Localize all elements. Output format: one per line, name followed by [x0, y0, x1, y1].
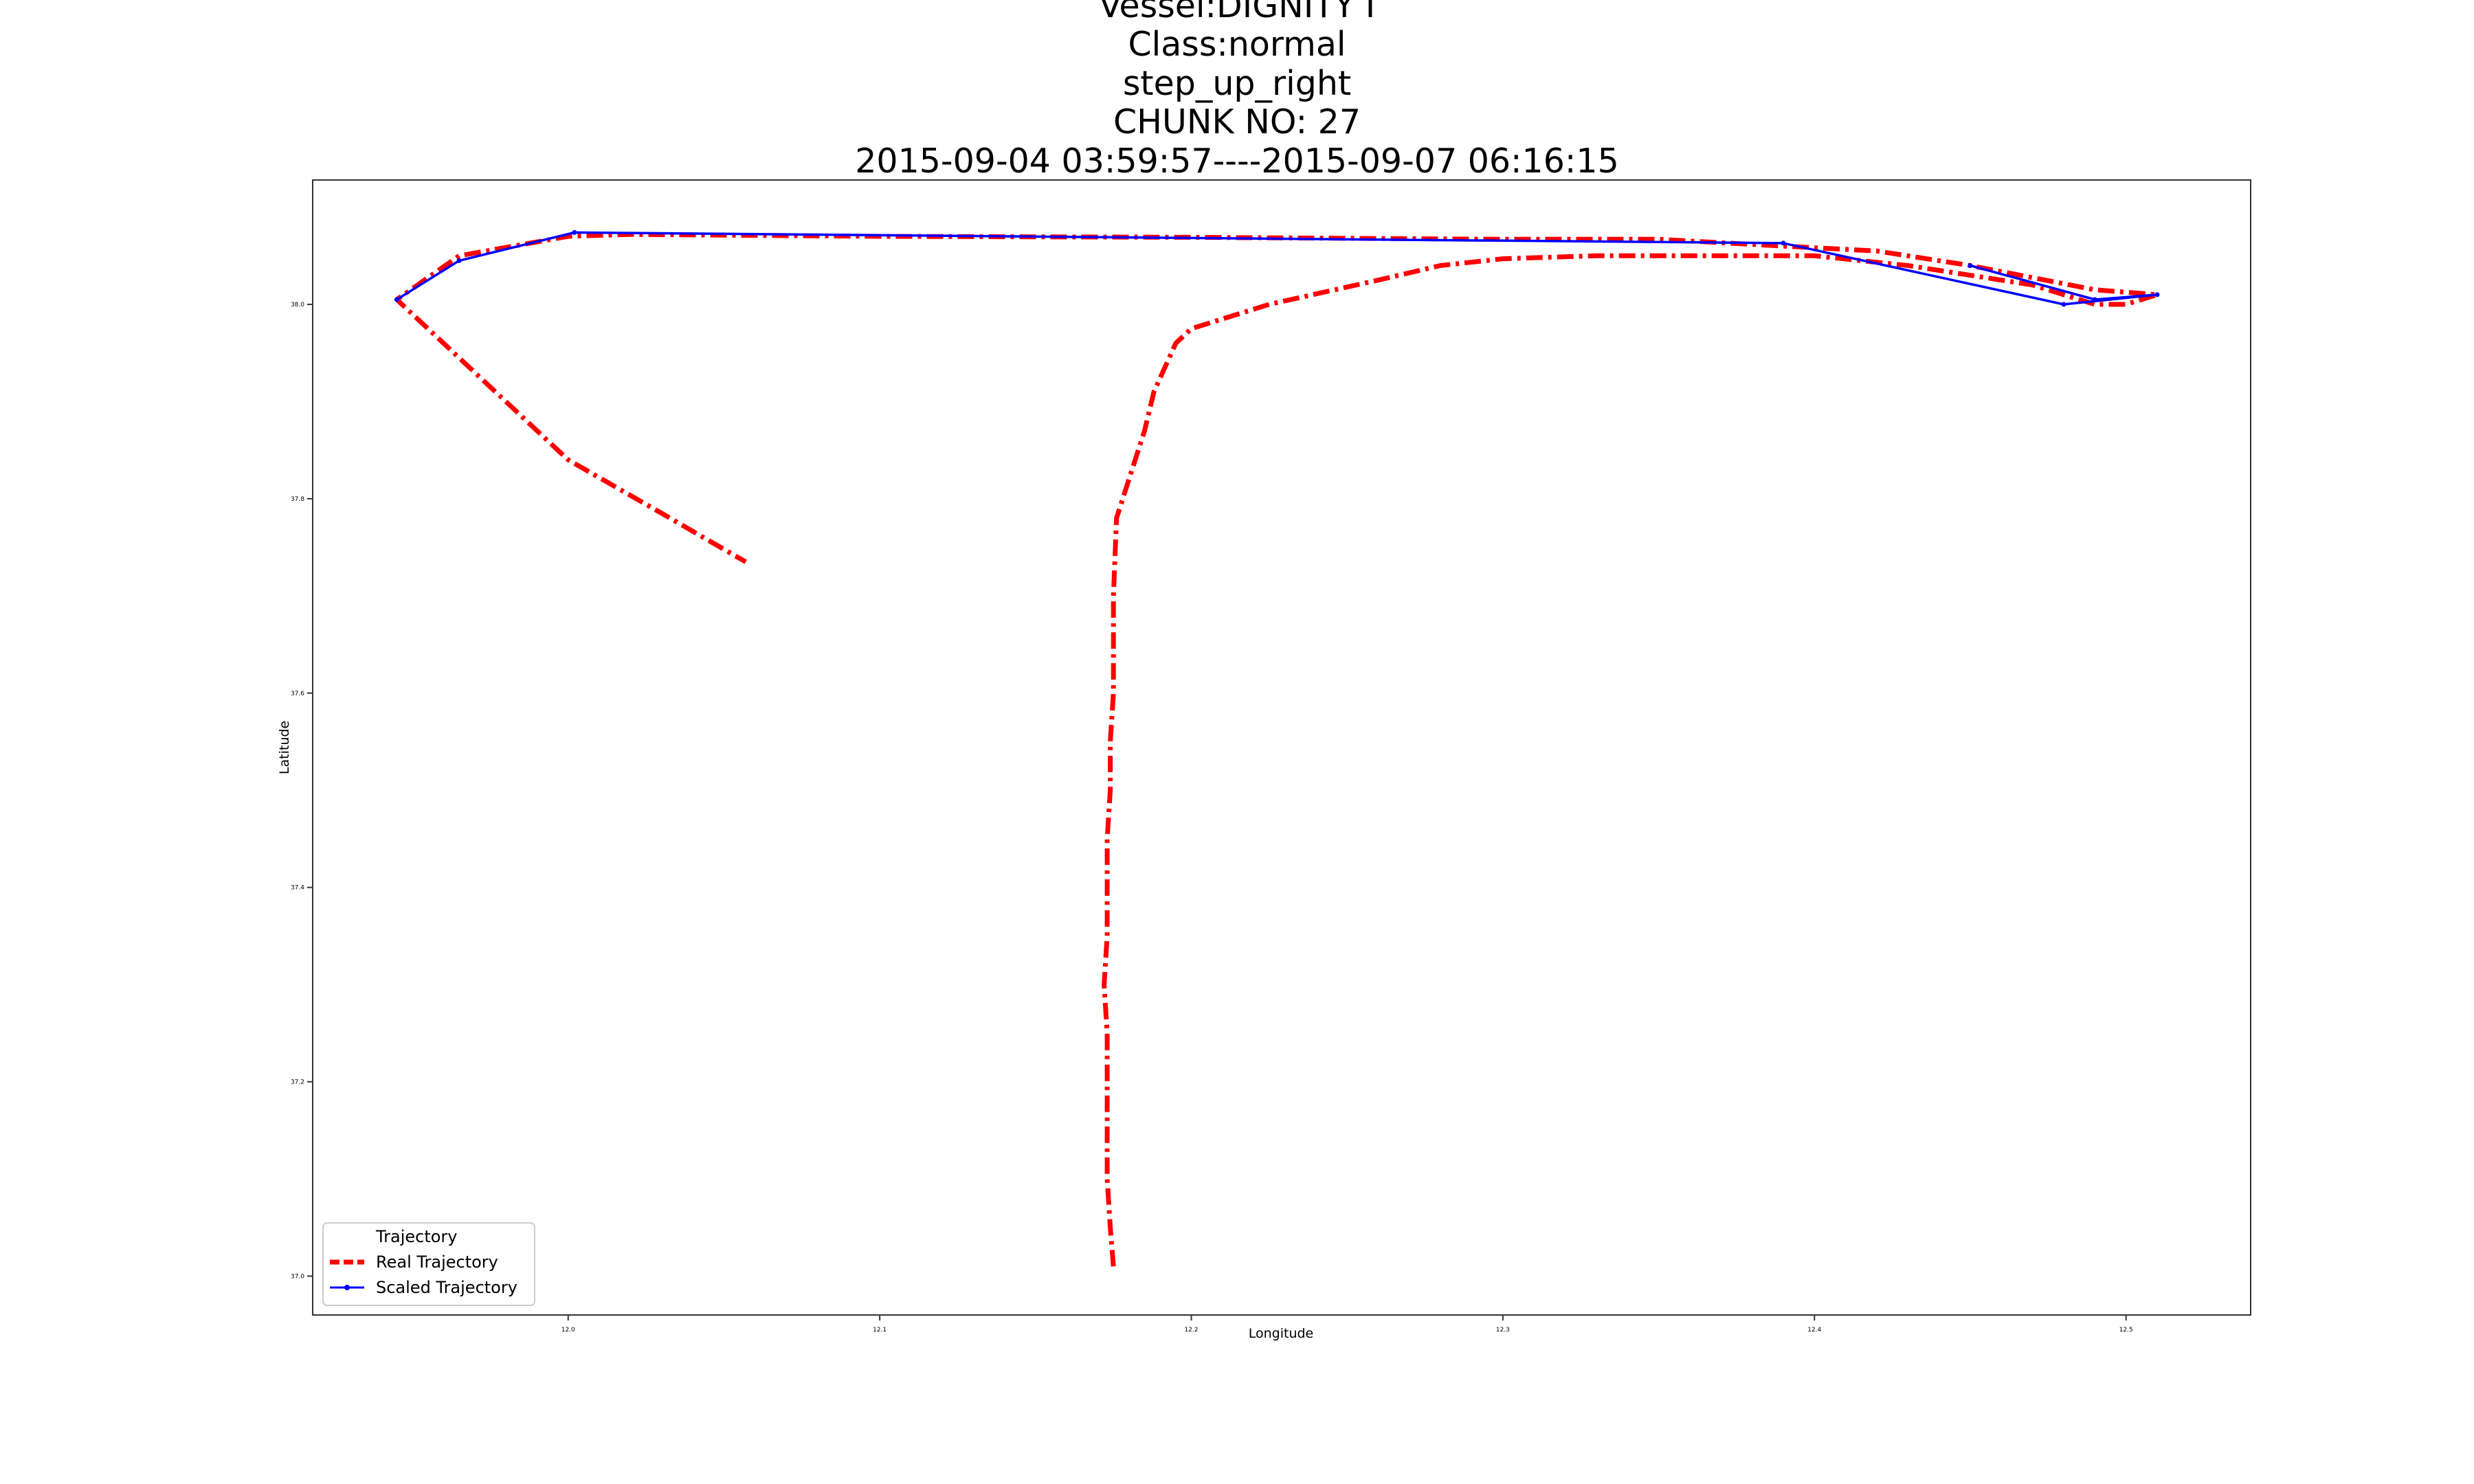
scaled-trajectory-point: [1781, 240, 1786, 246]
legend: Trajectory Real Trajectory Scaled Trajec…: [322, 1222, 535, 1306]
series-scaled-trajectory: [396, 231, 2159, 306]
scaled-trajectory-point: [572, 229, 577, 235]
x-tick-label: 12.3: [1496, 1327, 1510, 1334]
y-tick-label: 37.2: [291, 1079, 304, 1086]
y-axis-label: Latitude: [277, 721, 292, 774]
legend-title: Trajectory: [375, 1227, 458, 1246]
y-tick-label: 38.0: [291, 302, 304, 308]
scaled-trajectory-point: [2061, 302, 2066, 307]
title-vessel: Vessel:DIGNITY I: [1098, 0, 1376, 25]
x-tick-label: 12.2: [1184, 1327, 1198, 1334]
x-tick-label: 12.4: [1807, 1327, 1821, 1334]
legend-entry-real: Real Trajectory: [376, 1252, 498, 1272]
y-tick-label: 37.0: [291, 1273, 304, 1280]
x-axis-label: Longitude: [1249, 1326, 1314, 1341]
legend-marker-scaled: [344, 1285, 350, 1290]
series-layer: [394, 229, 2160, 1267]
x-tick-label: 12.1: [873, 1327, 887, 1334]
scaled-trajectory-point: [2154, 292, 2160, 297]
y-tick-label: 37.8: [291, 496, 304, 503]
x-tick-label: 12.5: [2119, 1327, 2133, 1334]
legend-frame: [322, 1222, 535, 1306]
plot-area: [312, 179, 2251, 1316]
scaled-trajectory-point: [1968, 262, 1973, 268]
scaled-trajectory-point: [394, 297, 399, 302]
title-class: Class:normal: [1128, 25, 1346, 64]
scaled-trajectory-point: [2092, 297, 2097, 302]
y-axis: 37.0 37.2 37.4 37.6 37.8 38.0: [291, 302, 313, 1280]
y-tick-label: 37.4: [291, 885, 304, 892]
title-chunk: CHUNK NO: 27: [1113, 102, 1361, 142]
y-tick-label: 37.6: [291, 690, 304, 697]
series-real-trajectory: [394, 232, 2160, 1267]
legend-entry-scaled: Scaled Trajectory: [376, 1278, 517, 1297]
scaled-trajectory-point: [456, 258, 462, 263]
x-tick-label: 12.0: [561, 1327, 575, 1334]
x-axis: 12.0 12.1 12.2 12.3 12.4 12.5: [561, 1315, 2133, 1334]
title-pattern: step_up_right: [1122, 64, 1352, 103]
title-timerange: 2015-09-04 03:59:57----2015-09-07 06:16:…: [855, 142, 1619, 181]
